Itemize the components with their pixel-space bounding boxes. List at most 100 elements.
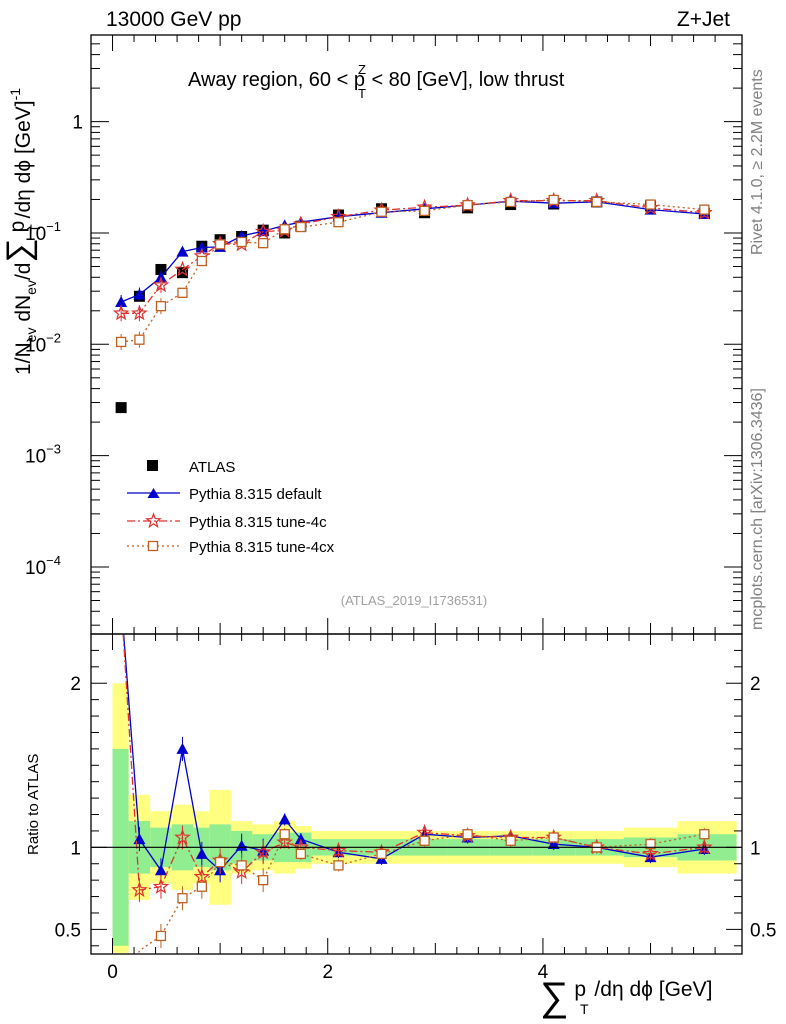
legend-atlas-label: ATLAS — [189, 459, 235, 476]
ratio-default-point — [235, 839, 248, 851]
ratio-tune4cx-point — [548, 832, 559, 843]
plot-title-sub: T — [358, 86, 366, 101]
main-ytick-label: 10−3 — [25, 442, 61, 468]
ratio-tune4c-point — [131, 881, 148, 898]
main-marks — [112, 191, 713, 414]
tune4cx-data-point — [333, 217, 344, 228]
ratio-tune4c-point — [152, 878, 170, 894]
ratio-tune4cx-point — [505, 835, 516, 846]
mcplots-label: mcplots.cern.ch [arXiv:1306.3436] — [749, 388, 766, 630]
plot-title-prefix: Away region, 60 < p — [188, 69, 365, 91]
ratio-tune4cx-point — [645, 838, 656, 850]
ratio-tune4cx-point — [295, 848, 306, 860]
tune4cx-data-point — [645, 199, 656, 210]
atlas-data-point — [115, 402, 127, 414]
legend-default-marker — [127, 488, 180, 498]
ratio-tune4cx-point — [155, 930, 167, 942]
tune4cx-data-point — [134, 334, 145, 345]
ratio-ytick-label-left: 0.5 — [55, 920, 81, 941]
tune4cx-data-point — [548, 194, 559, 206]
atlas-data-point — [155, 263, 167, 275]
main-axes: 1 10−1 10−2 10−3 10−4 — [25, 34, 742, 634]
tune4cx-data-point — [591, 196, 602, 208]
ratio-tune4c-point — [330, 841, 347, 858]
legend-default-label: Pythia 8.315 default — [189, 486, 322, 503]
energy-label: 13000 GeV pp — [106, 8, 241, 31]
ratio-tune4cx-point — [279, 829, 290, 840]
tune4c-data-point — [254, 222, 272, 239]
legend-tune4cx-label: Pythia 8.315 tune-4cx — [189, 539, 335, 556]
ratio-tune4c-point — [254, 843, 272, 860]
ratio-xtick-label: 4 — [538, 962, 549, 983]
tune4c-data-point — [112, 304, 130, 321]
ratio-tune4cx-point — [333, 860, 344, 871]
ratio-xtick-label: 0 — [107, 962, 118, 983]
ratio-xtick-label: 2 — [322, 962, 333, 983]
legend-tune4cx-marker — [127, 540, 180, 552]
ratio-tune4cx-point — [419, 835, 430, 846]
tune4c-data-point — [174, 260, 191, 277]
main-ytick-label: 1 — [72, 113, 83, 134]
legend-atlas-marker — [147, 460, 158, 471]
ratio-ytick-label-right: 0.5 — [750, 920, 776, 941]
plot-title-sup: Z — [358, 62, 366, 77]
ratio-marks — [122, 634, 713, 954]
default-data-point — [133, 288, 146, 300]
tune4c-data-point — [131, 304, 148, 321]
ratio-tune4cx-point — [699, 829, 710, 840]
tune4cx-data-point — [462, 199, 473, 211]
legend-tune4c-marker — [127, 512, 180, 529]
ratio-tune4cx-point — [196, 881, 207, 892]
ratio-tune4cx-point — [177, 893, 188, 904]
ratio-default-point — [154, 864, 167, 876]
ratio-ytick-label-right: 1 — [750, 838, 761, 859]
ratio-tune4cx-point — [214, 856, 226, 868]
tune4cx-data-point — [258, 238, 269, 249]
rivet-label: Rivet 4.1.0, ≥ 2.2M events — [749, 69, 766, 255]
ratio-tune4c-point — [642, 845, 659, 862]
plot-title-suffix: < 80 [GeV], low thrust — [366, 69, 565, 91]
tune4cx-data-point — [419, 205, 430, 217]
default-data-point — [115, 295, 128, 307]
ratio-default-point — [547, 838, 560, 850]
ratio-bands — [112, 683, 737, 953]
tune4cx-data-point — [214, 239, 226, 250]
tune4cx-data-point — [155, 301, 167, 312]
main-ytick-label: 10−2 — [25, 330, 61, 356]
ratio-ytick-label-left: 2 — [70, 674, 81, 695]
ratio-default-point — [294, 833, 307, 845]
tune4cx-data-point — [279, 224, 290, 235]
ratio-default-point — [278, 813, 291, 825]
tune4cx-data-point — [699, 204, 710, 215]
plot-title: Away region, 60 < pZ T < 80 [GeV], low th… — [188, 62, 565, 101]
tune4cx-data-point — [376, 206, 387, 217]
main-ytick-label: 10−4 — [25, 553, 61, 579]
tune4cx-data-point — [196, 255, 207, 267]
tune4cx-data-point — [115, 336, 127, 348]
main-y-label: 1/Nev dNev/d∑ pT /dη dϕ [GeV]-1 — [0, 88, 43, 375]
tune4cx-data-point — [236, 236, 247, 248]
ratio-tune4cx-point — [462, 829, 473, 840]
process-label: Z+Jet — [677, 8, 730, 31]
ratio-tune4cx-point — [236, 860, 247, 871]
ratio-tune4c-point — [696, 838, 713, 855]
ratio-y-label: Ratio to ATLAS — [25, 754, 42, 855]
default-data-point — [176, 245, 189, 257]
tune4cx-data-point — [177, 287, 188, 298]
main-ytick-label: 10−1 — [25, 219, 61, 245]
series-line-3 — [121, 199, 705, 343]
ratio-frame — [90, 633, 743, 955]
ratio-tune4cx-point — [258, 875, 269, 886]
tune4cx-data-point — [295, 221, 306, 233]
series-line-2 — [121, 200, 705, 314]
tune4cx-data-point — [505, 196, 516, 208]
ratio-default-point — [176, 742, 189, 754]
default-data-point — [195, 241, 208, 253]
analysis-watermark: (ATLAS_2019_I1736531) — [341, 593, 487, 608]
legend-tune4c-label: Pythia 8.315 tune-4c — [189, 514, 327, 531]
legend: ATLAS Pythia 8.315 default Pythia 8.315 … — [127, 459, 335, 556]
ratio-default-point — [195, 847, 208, 859]
